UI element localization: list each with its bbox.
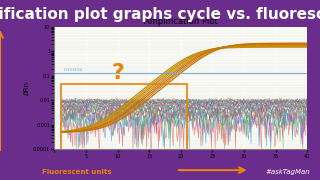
Text: Amplification plot graphs cycle vs. fluorescence: Amplification plot graphs cycle vs. fluo… xyxy=(0,7,320,22)
Bar xyxy=(61,84,187,157)
Text: ?: ? xyxy=(111,63,124,83)
Text: Fluorescent units: Fluorescent units xyxy=(42,169,111,175)
Title: Amplification Plot: Amplification Plot xyxy=(144,17,218,26)
Text: #askTagMan: #askTagMan xyxy=(266,169,310,175)
Text: 0.131194: 0.131194 xyxy=(64,68,83,72)
Y-axis label: ΔRn: ΔRn xyxy=(24,81,30,95)
